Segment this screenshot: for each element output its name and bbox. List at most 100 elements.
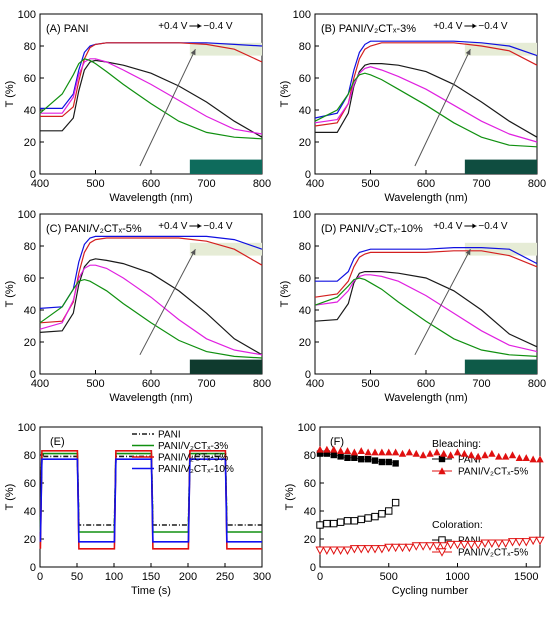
y-tick-label: 40: [299, 105, 311, 117]
voltage-end-label: −0.4 V: [478, 21, 508, 32]
x-tick-label: 700: [197, 378, 215, 390]
x-tick-label: 800: [253, 378, 271, 390]
series-line-1: [315, 63, 538, 138]
plot-frame: [314, 213, 538, 375]
legend-label-1: PANI: [158, 430, 181, 441]
data-point: [371, 448, 379, 456]
y-tick-label: 100: [18, 9, 36, 21]
x-tick-label: 500: [380, 571, 398, 583]
voltage-end-label: −0.4 V: [478, 221, 508, 232]
x-tick-label: 400: [31, 178, 49, 190]
legend-marker-3: [438, 536, 446, 544]
legend-marker-4: [437, 548, 447, 557]
legend-marker-2: [438, 467, 446, 475]
y-tick-label: 80: [299, 241, 311, 253]
voltage-start-label: +0.4 V: [158, 221, 188, 232]
voltage-arrow-head: [465, 249, 471, 256]
data-point: [507, 538, 518, 547]
data-point: [446, 540, 456, 550]
x-axis-label: Wavelength (nm): [109, 192, 192, 204]
y-tick-label: 0: [305, 169, 311, 181]
data-point: [391, 448, 400, 456]
data-point: [521, 538, 531, 547]
data-point: [426, 449, 434, 457]
y-tick-label: 0: [30, 169, 36, 181]
series-line-4: [39, 458, 262, 543]
data-point: [384, 543, 394, 553]
x-tick-label: 500: [361, 378, 379, 390]
y-tick-label: 60: [304, 478, 316, 490]
series-line-1: [39, 258, 263, 356]
series-line-2: [39, 235, 263, 309]
data-point: [528, 536, 538, 546]
data-point: [432, 542, 442, 551]
colored-color-swatch: [464, 359, 537, 374]
data-point: [385, 448, 393, 456]
series-line-3: [39, 450, 262, 550]
x-tick-label: 400: [31, 378, 49, 390]
panel-5: 0 50 100 150 200 250 300 0 20 40 60 80 100 Time (s) T …: [4, 422, 271, 597]
y-axis-label: T (%): [279, 281, 291, 308]
y-tick-label: 80: [299, 41, 311, 53]
x-tick-label: 600: [142, 378, 160, 390]
y-tick-label: 0: [30, 562, 36, 574]
data-point: [351, 454, 358, 461]
data-point: [337, 453, 344, 460]
series-line-4: [40, 58, 263, 135]
y-tick-label: 60: [24, 273, 36, 285]
x-tick-label: 500: [86, 378, 104, 390]
voltage-arrow: [139, 48, 196, 167]
data-point: [460, 449, 469, 457]
data-point: [378, 448, 386, 456]
voltage-start-label: +0.4 V: [158, 21, 188, 32]
x-tick-label: 50: [71, 571, 83, 583]
panel-title: (A) PANI: [46, 23, 89, 35]
y-tick-label: 100: [18, 422, 36, 434]
series-line-3: [314, 250, 538, 298]
y-tick-label: 80: [24, 241, 36, 253]
data-point: [440, 449, 448, 457]
voltage-arrow: [139, 248, 196, 356]
x-tick-label: 300: [253, 571, 271, 583]
x-tick-label: 200: [179, 571, 197, 583]
x-tick-label: 100: [105, 571, 123, 583]
y-tick-label: 20: [299, 337, 311, 349]
y-tick-label: 0: [310, 562, 316, 574]
x-axis-label: Time (s): [131, 585, 171, 597]
data-point: [529, 455, 537, 463]
y-tick-label: 40: [304, 506, 316, 518]
data-point: [452, 540, 463, 550]
panel-6: 0 500 1000 1500 0 20 40 60 80 100 Cycling number T …: [284, 422, 545, 597]
data-point: [330, 519, 338, 528]
panel-2: 400 500 600 700 800 0 20 40 60 80 100 Wavelength (n…: [279, 9, 546, 204]
data-point: [404, 543, 414, 553]
data-point: [481, 451, 489, 459]
data-point: [494, 539, 504, 548]
data-point: [405, 448, 414, 456]
voltage-arrow: [414, 248, 471, 356]
data-point: [495, 452, 503, 460]
panel-1: 400 500 600 700 800 0 20 40 60 80 100 Wavelength (n…: [4, 9, 271, 204]
data-point: [501, 539, 511, 548]
data-point: [385, 458, 392, 466]
data-point: [412, 449, 420, 457]
panel-title: (C) PANI/V₂CTₓ-5%: [46, 223, 142, 235]
data-point: [385, 507, 393, 515]
data-point: [343, 447, 352, 454]
data-point: [392, 460, 399, 467]
data-point: [501, 452, 510, 460]
series-line-3: [40, 42, 263, 117]
voltage-start-label: +0.4 V: [433, 21, 463, 32]
y-tick-label: 80: [24, 450, 36, 462]
data-point: [480, 539, 490, 548]
data-point: [336, 546, 346, 555]
x-tick-label: 250: [216, 571, 234, 583]
x-tick-label: 600: [417, 378, 435, 390]
legend-group-coloration: Coloration:: [432, 519, 483, 531]
series-line-2: [315, 247, 538, 282]
voltage-arrow-head: [465, 49, 471, 56]
y-tick-label: 80: [304, 450, 316, 462]
data-point: [357, 515, 365, 524]
y-tick-label: 40: [24, 105, 36, 117]
